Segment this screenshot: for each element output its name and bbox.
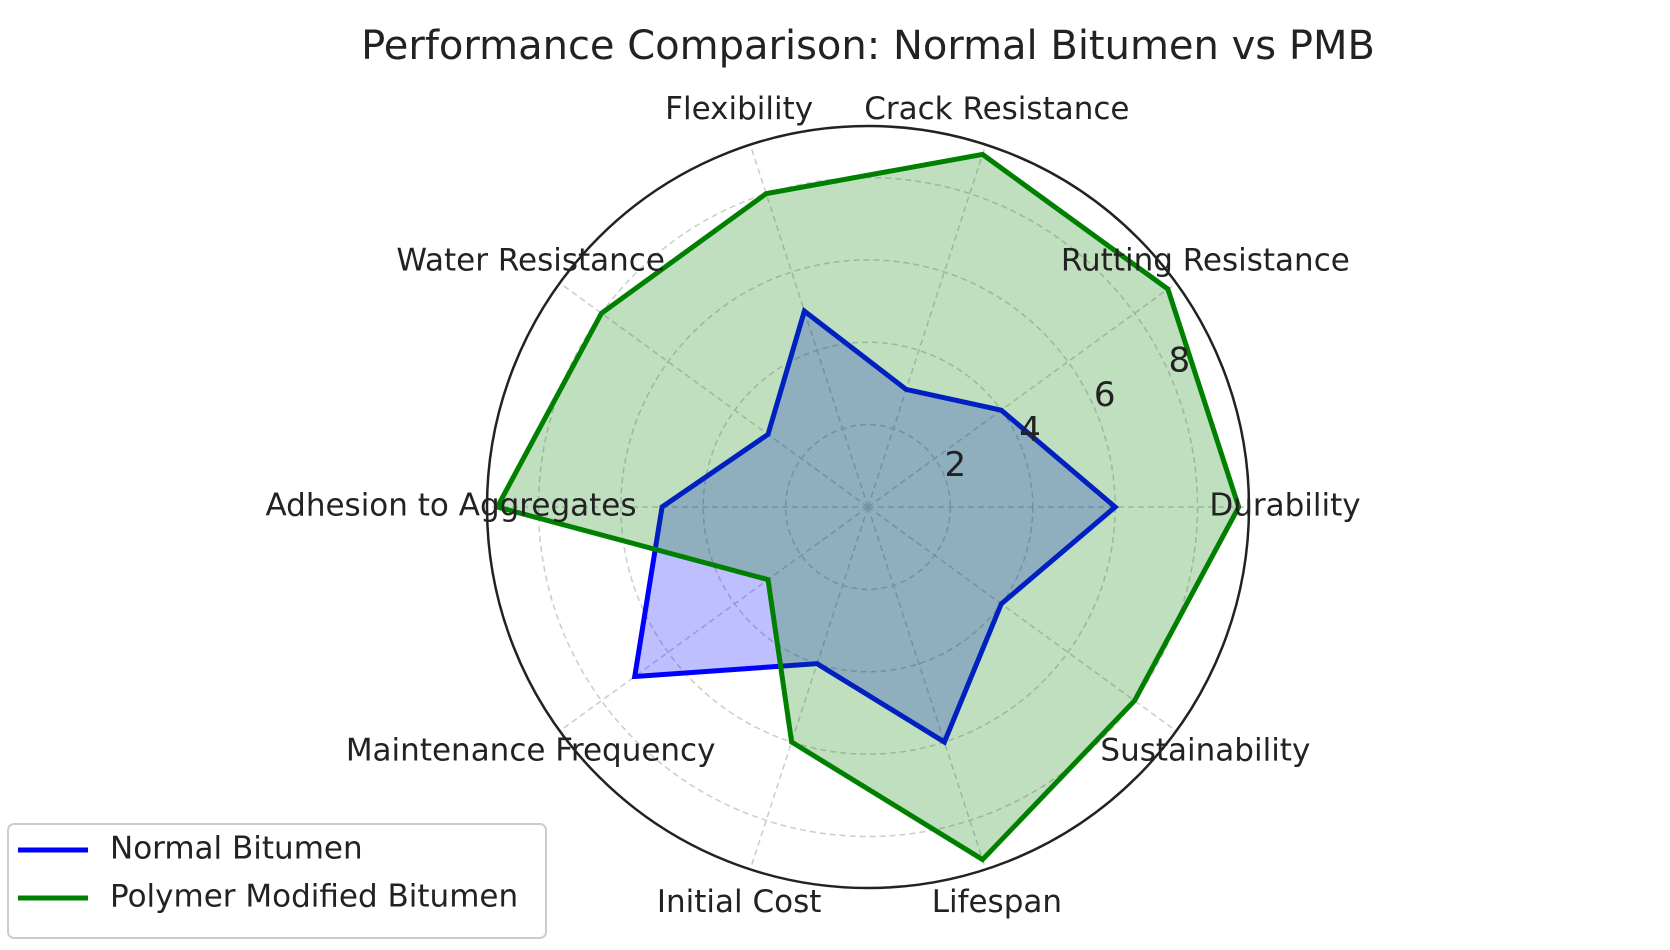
grid-spoke bbox=[749, 506, 869, 870]
series-area bbox=[631, 306, 1119, 746]
category-label: Water Resistance bbox=[396, 242, 665, 278]
grid-spoke bbox=[867, 506, 987, 870]
series-area bbox=[493, 151, 1242, 863]
category-label: Flexibility bbox=[665, 91, 813, 127]
grid-spoke bbox=[867, 144, 987, 508]
r-tick-label: 2 bbox=[945, 445, 967, 485]
legend-label: Normal Bitumen bbox=[110, 831, 363, 867]
legend: Normal Bitumen Polymer Modified Bitumen bbox=[7, 823, 547, 939]
grid-spoke bbox=[867, 506, 1177, 732]
grid-spoke bbox=[559, 282, 869, 508]
grid-spoke bbox=[867, 282, 1177, 508]
legend-label: Polymer Modified Bitumen bbox=[110, 879, 518, 915]
category-label: Rutting Resistance bbox=[1061, 242, 1350, 278]
outer-frame bbox=[485, 124, 1251, 890]
legend-box bbox=[7, 823, 547, 939]
chart-title: Performance Comparison: Normal Bitumen v… bbox=[361, 23, 1375, 69]
category-label: Adhesion to Aggregates bbox=[265, 488, 636, 524]
r-tick-label: 8 bbox=[1169, 340, 1191, 380]
r-tick-label: 4 bbox=[1019, 410, 1041, 450]
category-label: Sustainability bbox=[1100, 733, 1310, 769]
grid-spoke bbox=[559, 506, 869, 732]
category-label: Lifespan bbox=[932, 884, 1062, 920]
grid-spoke bbox=[749, 144, 869, 508]
category-label: Crack Resistance bbox=[864, 91, 1129, 127]
category-label: Initial Cost bbox=[657, 884, 822, 920]
category-label: Maintenance Frequency bbox=[346, 733, 716, 769]
category-label: Durability bbox=[1209, 488, 1360, 524]
r-tick-label: 6 bbox=[1094, 375, 1116, 415]
